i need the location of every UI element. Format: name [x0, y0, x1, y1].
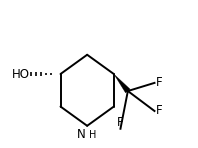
Text: HO: HO [12, 67, 30, 81]
Text: F: F [156, 104, 163, 118]
Text: F: F [117, 116, 124, 130]
Text: H: H [89, 130, 96, 140]
Text: N: N [77, 128, 86, 141]
Polygon shape [114, 74, 130, 93]
Text: F: F [156, 76, 163, 89]
